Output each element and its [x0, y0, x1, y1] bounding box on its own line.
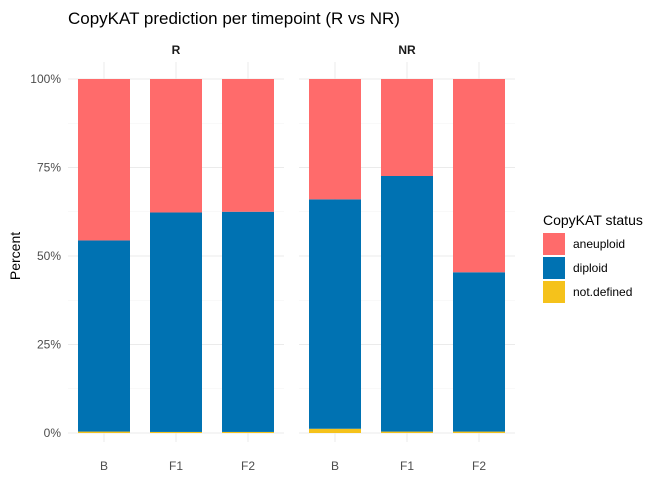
bar-segment-diploid — [309, 199, 361, 429]
x-tick-label: F2 — [241, 459, 255, 473]
bar-segment-aneuploid — [78, 79, 130, 241]
bar-segment-not-defined — [309, 428, 361, 433]
y-tick-label: 0% — [44, 426, 62, 440]
y-tick-label: 50% — [37, 249, 61, 263]
x-tick-label: B — [100, 459, 108, 473]
bar-segment-diploid — [78, 240, 130, 432]
bar-segment-aneuploid — [381, 79, 433, 176]
x-tick-label: F1 — [169, 459, 183, 473]
y-axis-title: Percent — [7, 232, 23, 280]
x-tick-label: F1 — [400, 459, 414, 473]
legend-title: CopyKAT status — [543, 212, 643, 228]
bar-segment-aneuploid — [150, 79, 202, 213]
bar-segment-not-defined — [150, 431, 202, 433]
y-tick-label: 25% — [37, 338, 61, 352]
legend-label: aneuploid — [573, 237, 625, 251]
facet-panel-r: R B F1 F2 — [68, 43, 284, 473]
bar-segment-diploid — [453, 272, 505, 432]
x-tick-label: F2 — [472, 459, 486, 473]
chart-title: CopyKAT prediction per timepoint (R vs N… — [68, 9, 400, 28]
y-axis-ticks: 0% 25% 50% 75% 100% — [30, 72, 61, 440]
y-tick-label: 100% — [30, 72, 61, 86]
bar-segment-aneuploid — [222, 79, 274, 212]
x-tick-label: B — [331, 459, 339, 473]
bar-segment-diploid — [381, 175, 433, 432]
bar-segment-diploid — [150, 212, 202, 432]
plot-panels: R B F1 F2 NR B F1 F2 — [68, 43, 515, 473]
legend: CopyKAT status aneuploid diploid not.defin… — [543, 212, 643, 303]
bar-segment-aneuploid — [309, 79, 361, 200]
facet-panel-nr: NR B F1 F2 — [299, 43, 515, 473]
bar-segment-not-defined — [453, 431, 505, 433]
bar-segment-aneuploid — [453, 79, 505, 273]
bar-segment-not-defined — [78, 431, 130, 433]
legend-key-not-defined — [543, 281, 565, 303]
bar-segment-not-defined — [222, 431, 274, 433]
y-tick-label: 75% — [37, 161, 61, 175]
bar-segment-not-defined — [381, 431, 433, 433]
legend-key-aneuploid — [543, 233, 565, 255]
facet-label: R — [172, 43, 181, 57]
legend-label: not.defined — [573, 285, 632, 299]
facet-label: NR — [398, 43, 416, 57]
legend-key-diploid — [543, 257, 565, 279]
legend-label: diploid — [573, 261, 608, 275]
bar-segment-diploid — [222, 211, 274, 432]
